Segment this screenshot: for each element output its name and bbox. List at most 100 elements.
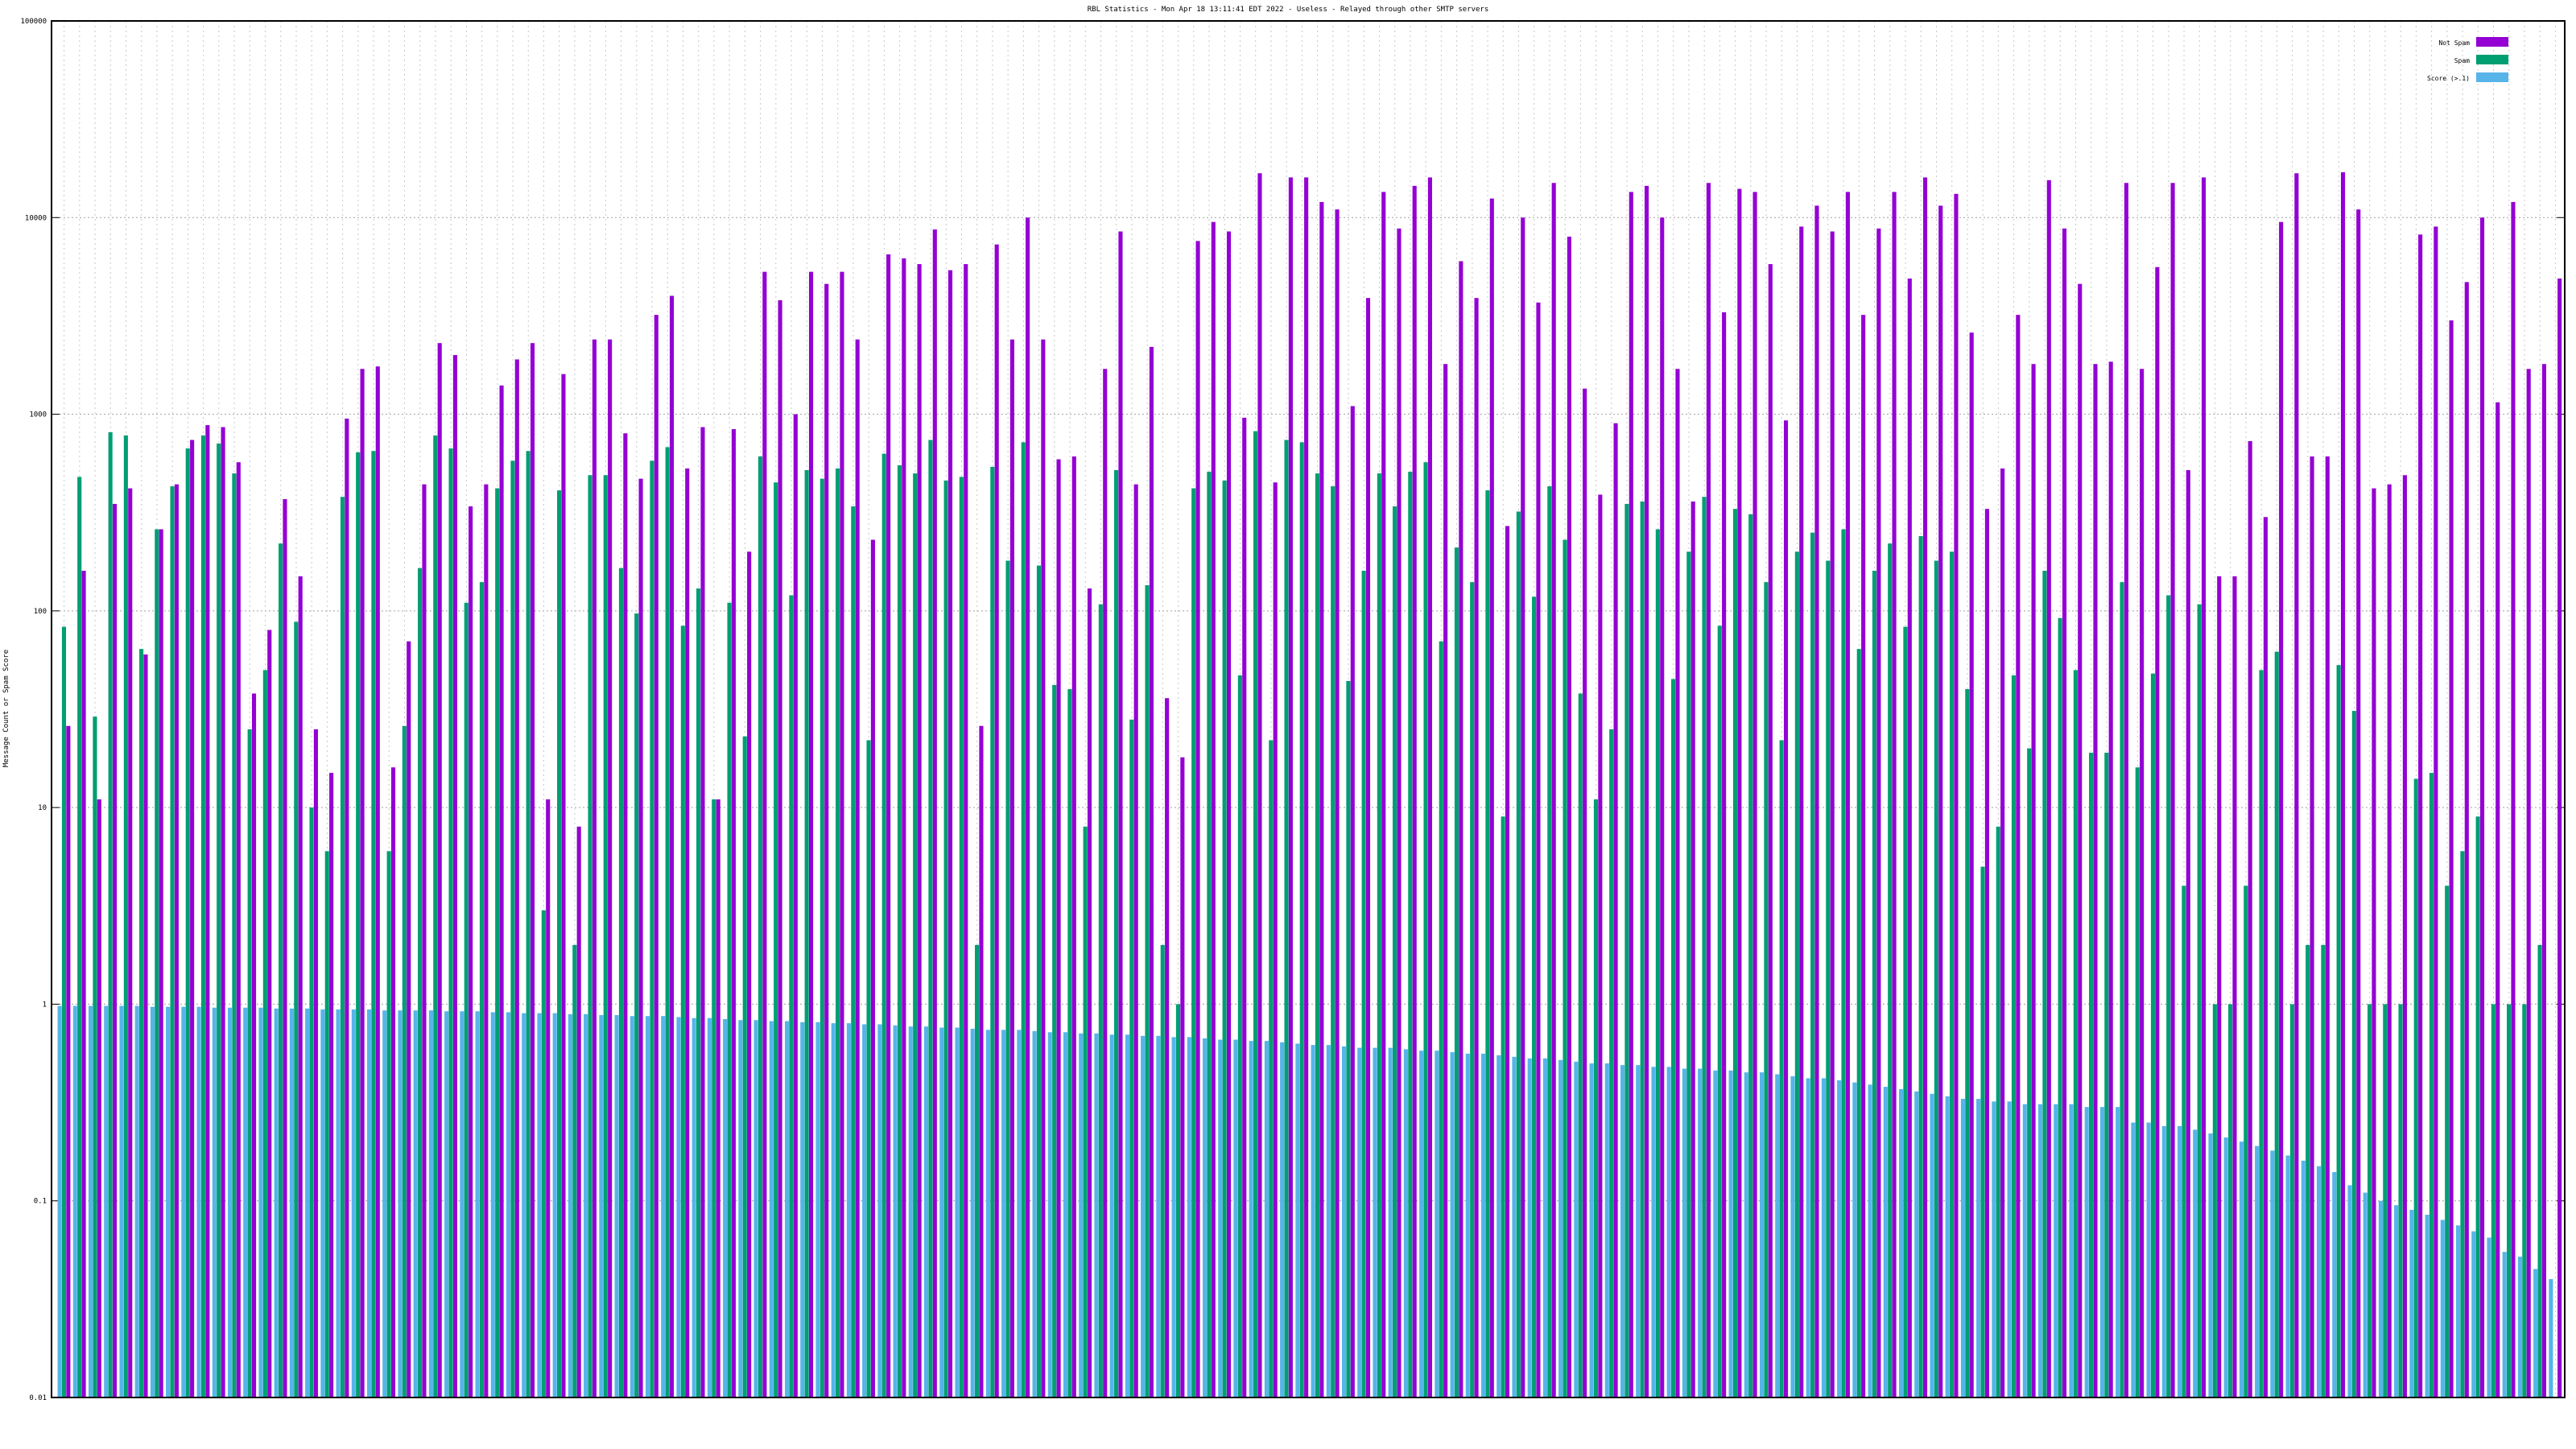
y-tick-labels: 0.01 0.1 1 10 100 1000 10000 100000: [20, 18, 47, 1402]
not-spam-bar: [1722, 312, 1727, 1397]
score-1-bar: [1930, 1093, 1934, 1397]
spam-bar: [851, 506, 856, 1397]
score-1-bar: [1094, 1033, 1099, 1397]
spam-bar: [356, 452, 361, 1398]
not-spam-bar: [1675, 369, 1680, 1397]
not-spam-bar: [1071, 456, 1076, 1397]
score-1-bar: [1945, 1096, 1950, 1397]
not-spam-bar: [917, 264, 922, 1398]
score-1-bar: [1806, 1078, 1810, 1397]
spam-bar: [1532, 597, 1537, 1397]
y-axis-label: Message Count or Spam Score: [2, 650, 10, 767]
not-spam-bar: [1041, 339, 1046, 1398]
spam-bar: [1377, 473, 1381, 1397]
score-1-bar: [2007, 1101, 2012, 1397]
score-1-bar: [134, 1005, 139, 1397]
spam-bar: [1624, 503, 1629, 1398]
legend: Not Spam Spam Score (>.1): [2427, 37, 2508, 82]
not-spam-bar: [793, 414, 798, 1397]
score-1-bar: [1604, 1063, 1609, 1397]
not-spam-bar: [2449, 320, 2454, 1397]
not-spam-bar: [2140, 369, 2145, 1397]
not-spam-bar: [2496, 402, 2500, 1397]
score-1-bar: [676, 1017, 681, 1397]
score-1-bar: [2208, 1133, 2213, 1397]
score-1-bar: [1357, 1047, 1362, 1397]
not-spam-bar: [623, 433, 628, 1397]
not-spam-bar: [932, 229, 937, 1397]
spam-bar: [217, 443, 221, 1398]
score-1-bar: [2116, 1107, 2120, 1397]
spam-bar: [386, 851, 391, 1397]
spam-bar: [1222, 480, 1227, 1398]
spam-bar: [1253, 431, 1258, 1397]
spam-bar: [975, 944, 980, 1397]
score-1-bar: [119, 1005, 124, 1397]
spam-bar: [464, 602, 469, 1397]
y-tick-label: 0.1: [34, 1198, 47, 1206]
spam-bar: [294, 621, 299, 1397]
spam-bar: [200, 435, 206, 1398]
spam-bar: [1129, 719, 1134, 1397]
score-1-bar: [1403, 1049, 1408, 1397]
spam-bar: [1547, 486, 1552, 1397]
score-1-bar: [258, 1007, 263, 1397]
score-1-bar: [1450, 1052, 1455, 1397]
not-spam-bar: [2279, 221, 2284, 1398]
not-spam-bar: [360, 369, 365, 1397]
spam-bar: [603, 475, 608, 1397]
score-1-bar: [1744, 1072, 1748, 1397]
spam-bar: [2166, 595, 2171, 1397]
spam-bar: [1903, 626, 1908, 1397]
spam-bar: [2445, 886, 2450, 1397]
not-spam-bar: [1288, 177, 1293, 1397]
spam-bar: [2135, 767, 2140, 1397]
not-spam-bar: [964, 264, 968, 1398]
not-spam-bar: [2464, 282, 2469, 1397]
spam-bar: [1655, 529, 1660, 1397]
spam-bar: [758, 456, 763, 1397]
score-1-bar: [522, 1013, 526, 1397]
spam-bar: [2089, 753, 2094, 1397]
not-spam-bar: [1242, 417, 1247, 1397]
not-spam-bar: [2372, 488, 2376, 1397]
not-spam-bar: [2016, 315, 2021, 1397]
score-1-bar: [784, 1021, 790, 1397]
not-spam-bar: [205, 425, 210, 1397]
score-1-bar: [1373, 1047, 1377, 1397]
not-spam-bar: [1567, 236, 1571, 1398]
spam-bar: [819, 478, 824, 1398]
not-spam-bar: [2170, 183, 2175, 1397]
score-1-bar: [57, 1005, 62, 1397]
plot-frame: [51, 20, 2566, 1398]
spam-bar: [2398, 1004, 2403, 1397]
spam-bar: [618, 568, 624, 1397]
spam-bar: [2491, 1004, 2496, 1397]
spam-bar: [1717, 625, 1722, 1397]
score-1-bar: [2069, 1104, 2074, 1397]
spam-bar: [913, 473, 918, 1397]
score-1-bar: [1992, 1101, 1996, 1397]
spam-bar: [1284, 440, 1289, 1397]
not-spam-bar: [1489, 198, 1494, 1398]
not-spam-bar: [2046, 180, 2051, 1397]
not-spam-bar: [947, 270, 953, 1397]
score-1-bar: [227, 1007, 233, 1397]
score-1-bar: [970, 1028, 975, 1397]
not-spam-bar: [499, 385, 504, 1397]
score-1-bar: [846, 1023, 851, 1397]
spam-bar: [1175, 1004, 1181, 1397]
score-1-bar: [1280, 1042, 1285, 1397]
score-1-bar: [2347, 1185, 2352, 1397]
y-tick-label: 10: [38, 804, 47, 812]
spam-bar: [1021, 442, 1026, 1398]
spam-bar: [2197, 604, 2202, 1397]
not-spam-bar: [1845, 192, 1850, 1398]
spam-bar: [402, 725, 407, 1397]
score-1-bar: [2239, 1141, 2244, 1397]
spam-bar: [2507, 1004, 2512, 1397]
score-1-bar: [2332, 1172, 2337, 1397]
not-spam-bar: [2325, 456, 2330, 1397]
score-1-bar: [614, 1014, 619, 1397]
spam-bar: [2150, 673, 2156, 1397]
